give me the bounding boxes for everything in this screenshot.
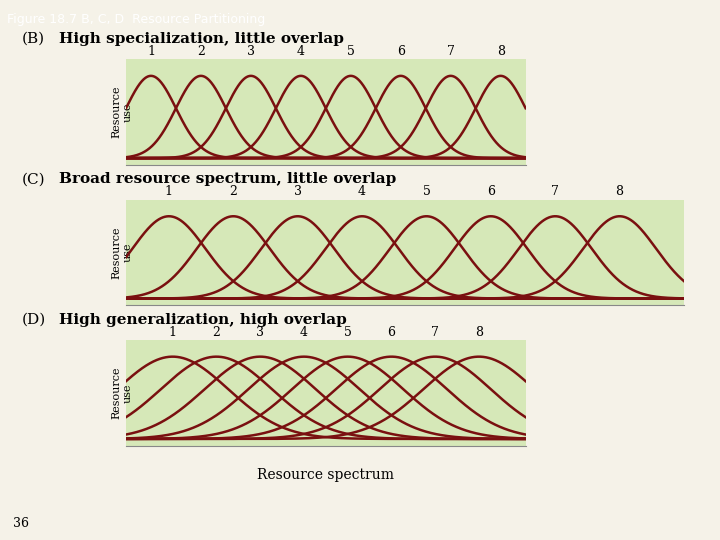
Y-axis label: Resource
use: Resource use [111,86,132,138]
Text: (D): (D) [22,313,46,327]
Text: High specialization, little overlap: High specialization, little overlap [59,32,344,46]
Text: 36: 36 [13,517,29,530]
Text: Figure 18.7 B, C, D  Resource Partitioning: Figure 18.7 B, C, D Resource Partitionin… [7,13,266,26]
Y-axis label: Resource
use: Resource use [111,367,132,419]
Text: (C): (C) [22,172,45,186]
Text: Resource spectrum: Resource spectrum [257,468,395,482]
Text: (B): (B) [22,32,45,46]
Text: Broad resource spectrum, little overlap: Broad resource spectrum, little overlap [59,172,396,186]
Text: High generalization, high overlap: High generalization, high overlap [59,313,347,327]
Y-axis label: Resource
use: Resource use [111,226,132,279]
